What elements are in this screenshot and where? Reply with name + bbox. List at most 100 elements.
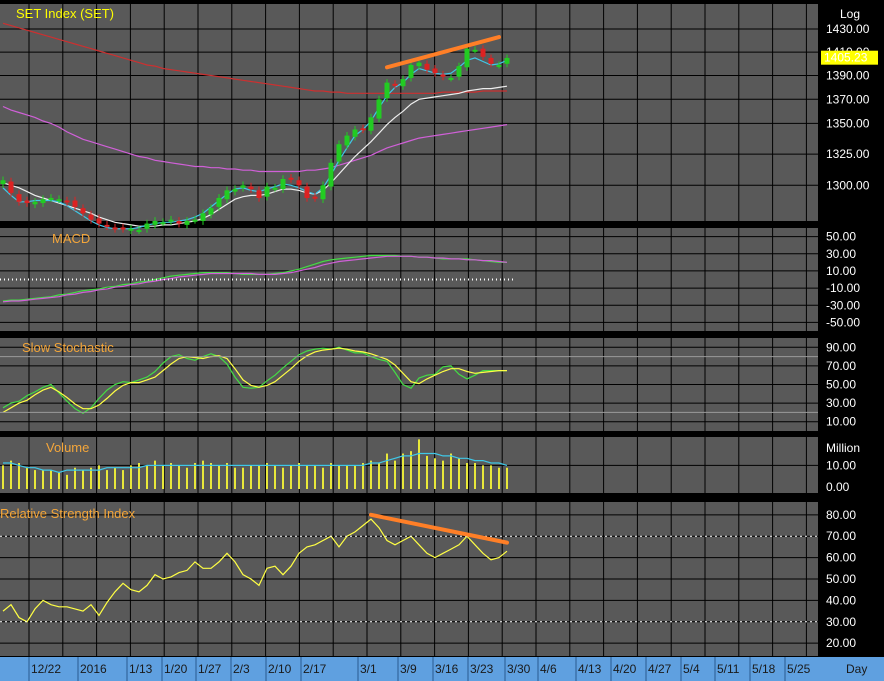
price-y-tick-label: 1300.00 — [826, 178, 870, 192]
price-candle — [448, 77, 454, 80]
price-candle — [8, 181, 14, 193]
volume-bar — [58, 472, 60, 489]
price-candle — [256, 190, 262, 198]
volume-bar — [378, 463, 380, 489]
macd-panel-title: MACD — [52, 231, 90, 246]
price-candle — [472, 49, 478, 52]
price-candle — [424, 63, 430, 70]
price-candle — [128, 228, 134, 231]
price-ma-cyan-line — [2, 57, 508, 230]
macd-series-line — [2, 255, 508, 303]
price-candle — [216, 197, 222, 207]
volume-panel-title: Volume — [46, 440, 89, 455]
x-axis-tick-label: 3/23 — [470, 662, 494, 676]
price-candle — [296, 180, 302, 186]
price-candle — [440, 74, 446, 77]
price-candle — [184, 221, 190, 225]
stoch-panel-title: Slow Stochastic — [22, 340, 114, 355]
price-candle — [408, 64, 414, 78]
volume-bar — [322, 467, 324, 489]
volume-bar — [130, 465, 132, 489]
volume-bar — [50, 470, 52, 489]
volume-bar — [194, 463, 196, 489]
price-candle — [312, 196, 318, 199]
price-candle — [176, 221, 182, 224]
x-axis-tick-label: 2/3 — [233, 662, 250, 676]
volume-bar — [250, 465, 252, 489]
volume-bar — [34, 470, 36, 489]
price-candle — [488, 57, 494, 64]
volume-bar — [146, 465, 148, 489]
volume-bar — [490, 465, 492, 489]
volume-bar — [466, 463, 468, 489]
volume-y-tick-label: 10.00 — [826, 458, 856, 472]
stoch-series-line — [2, 346, 507, 415]
y-axis-column — [819, 0, 884, 657]
price-candle — [288, 177, 294, 180]
price-candle — [504, 57, 510, 64]
price-y-tick-label: 1370.00 — [826, 92, 870, 106]
stoch-series-line — [2, 347, 507, 413]
volume-bar — [170, 463, 172, 489]
price-candle — [320, 185, 326, 200]
price-candle — [328, 162, 334, 187]
price-candle — [264, 186, 270, 197]
price-y-tick-label: 1390.00 — [826, 69, 870, 83]
volume-bar — [386, 453, 388, 489]
volume-bar — [362, 463, 364, 489]
price-candle — [344, 135, 350, 146]
volume-bar — [410, 451, 412, 489]
volume-bar — [154, 460, 156, 489]
volume-bar — [402, 453, 404, 489]
price-candle — [368, 117, 374, 131]
volume-bar — [42, 470, 44, 489]
volume-bar — [122, 470, 124, 489]
price-candle — [384, 82, 390, 99]
volume-bar — [282, 467, 284, 489]
price-y-tick-label: 1430.00 — [826, 22, 870, 36]
volume-bar — [354, 465, 356, 489]
volume-bar — [474, 463, 476, 489]
macd-y-tick-label: 30.00 — [826, 247, 856, 261]
price-candle — [80, 208, 86, 214]
price-candle — [240, 185, 246, 188]
volume-bar — [290, 465, 292, 489]
price-candle — [464, 48, 470, 68]
price-candle — [112, 227, 118, 230]
price-candle — [160, 222, 166, 225]
macd-y-tick-label: -50.00 — [826, 315, 860, 329]
x-axis-tick-label: 2/17 — [303, 662, 327, 676]
x-axis-tick-label: 3/16 — [435, 662, 459, 676]
price-candle — [400, 79, 406, 87]
price-ma-violet-line — [2, 105, 508, 173]
price-candle — [56, 199, 62, 202]
volume-bar — [330, 463, 332, 489]
stoch-y-tick-label: 50.00 — [826, 378, 856, 392]
stoch-y-tick-label: 90.00 — [826, 340, 856, 354]
rsi-y-tick-label: 60.00 — [826, 551, 856, 565]
price-candle — [64, 200, 70, 203]
price-candle — [200, 213, 206, 221]
x-axis-tick-label: 4/13 — [578, 662, 602, 676]
x-axis-tick-label: 5/4 — [683, 662, 700, 676]
price-candle — [192, 219, 198, 222]
rsi-y-tick-label: 40.00 — [826, 593, 856, 607]
volume-bar — [10, 460, 12, 489]
price-candle — [336, 144, 342, 162]
volume-bar — [346, 465, 348, 489]
price-ma-red-line — [2, 22, 507, 94]
price-candle — [280, 179, 286, 190]
volume-bar — [66, 474, 68, 489]
price-candle — [360, 128, 366, 131]
volume-bar — [26, 467, 28, 489]
price-candle — [144, 223, 150, 229]
price-y-tick-label: 1350.00 — [826, 116, 870, 130]
stoch-y-tick-label: 70.00 — [826, 359, 856, 373]
price-candle — [480, 48, 486, 57]
x-axis-tick-label: 12/22 — [31, 662, 61, 676]
x-axis-tick-label: 4/20 — [613, 662, 637, 676]
x-axis-bar — [0, 657, 884, 681]
x-axis-tick-label: 1/13 — [129, 662, 153, 676]
